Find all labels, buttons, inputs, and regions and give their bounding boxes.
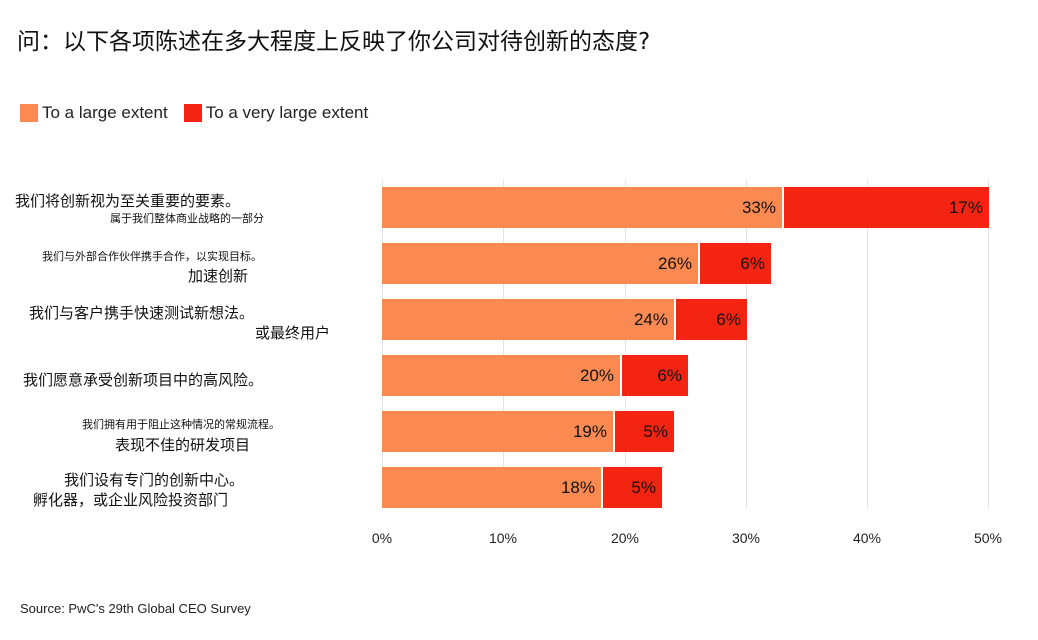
x-tick-40: 40% <box>852 530 882 546</box>
category-label-2-line2: 加速创新 <box>188 267 249 285</box>
value-label: 6% <box>740 253 765 273</box>
value-label: 5% <box>631 477 656 497</box>
legend-swatch-very-large <box>183 104 202 122</box>
x-tick-50: 50% <box>973 530 1003 546</box>
bar-row-2: 26% 6% <box>382 243 771 284</box>
value-label: 6% <box>716 309 741 329</box>
bar-row-6: 18% 5% <box>382 467 662 508</box>
value-label: 18% <box>560 477 595 497</box>
bar-segment-large: 33% <box>382 187 782 228</box>
value-label: 6% <box>657 365 682 385</box>
value-label: 24% <box>633 309 668 329</box>
legend-label-very-large: To a very large extent <box>205 103 369 122</box>
gridline-10 <box>503 180 504 508</box>
x-tick-0: 0% <box>371 530 393 546</box>
value-label: 20% <box>579 365 614 385</box>
category-label-5-line2: 表现不佳的研发项目 <box>115 436 251 454</box>
bar-segment-very-large: 5% <box>601 467 662 508</box>
value-label: 19% <box>572 421 607 441</box>
value-label: 5% <box>643 421 668 441</box>
bar-segment-very-large: 6% <box>620 355 688 396</box>
category-label-3-line2: 或最终用户 <box>255 324 331 342</box>
bar-segment-very-large: 6% <box>698 243 771 284</box>
category-label-3-line1: 我们与客户携手快速测试新想法。 <box>29 304 255 322</box>
bar-segment-very-large: 17% <box>782 187 989 228</box>
x-tick-10: 10% <box>488 530 518 546</box>
category-label-1-line1: 我们将创新视为至关重要的要素。 <box>15 192 241 210</box>
value-label: 17% <box>948 197 983 217</box>
bar-row-5: 19% 5% <box>382 411 674 452</box>
legend-item-large: To a large extent <box>20 103 168 123</box>
value-label: 33% <box>741 197 776 217</box>
chart-title: 问：以下各项陈述在多大程度上反映了你公司对待创新的态度? <box>17 29 651 55</box>
x-tick-30: 30% <box>731 530 761 546</box>
bar-segment-very-large: 6% <box>674 299 747 340</box>
bar-segment-large: 26% <box>382 243 698 284</box>
category-label-5-line1: 我们拥有用于阻止这种情况的常规流程。 <box>82 418 280 431</box>
category-label-4-line1: 我们愿意承受创新项目中的高风险。 <box>23 371 264 389</box>
bar-segment-very-large: 5% <box>613 411 674 452</box>
gridline-50 <box>988 180 989 508</box>
bar-row-1: 33% 17% <box>382 187 989 228</box>
legend: To a large extent To a very large extent <box>20 103 384 123</box>
gridline-20 <box>625 180 626 508</box>
bar-row-3: 24% 6% <box>382 299 747 340</box>
legend-item-very-large: To a very large extent <box>183 103 369 123</box>
legend-swatch-large <box>20 104 38 122</box>
category-label-2-line1: 我们与外部合作伙伴携手合作，以实现目标。 <box>42 250 262 263</box>
legend-label-large: To a large extent <box>42 103 168 122</box>
gridline-0 <box>382 180 383 508</box>
gridline-40 <box>867 180 868 508</box>
bar-segment-large: 20% <box>382 355 620 396</box>
bar-segment-large: 19% <box>382 411 613 452</box>
category-label-6-line2: 孵化器，或企业风险投资部门 <box>33 491 229 509</box>
category-label-1-line2: 属于我们整体商业战略的一部分 <box>110 212 264 225</box>
value-label: 26% <box>657 253 692 273</box>
category-label-6-line1: 我们设有专门的创新中心。 <box>64 471 245 489</box>
bar-segment-large: 18% <box>382 467 601 508</box>
bar-segment-large: 24% <box>382 299 674 340</box>
source-note: Source: PwC's 29th Global CEO Survey <box>20 601 251 616</box>
gridline-30 <box>746 180 747 508</box>
plot-area: 33% 17% 26% 6% 24% 6% 20% 6% 19% 5% 18% … <box>382 180 989 508</box>
bar-row-4: 20% 6% <box>382 355 688 396</box>
x-tick-20: 20% <box>610 530 640 546</box>
